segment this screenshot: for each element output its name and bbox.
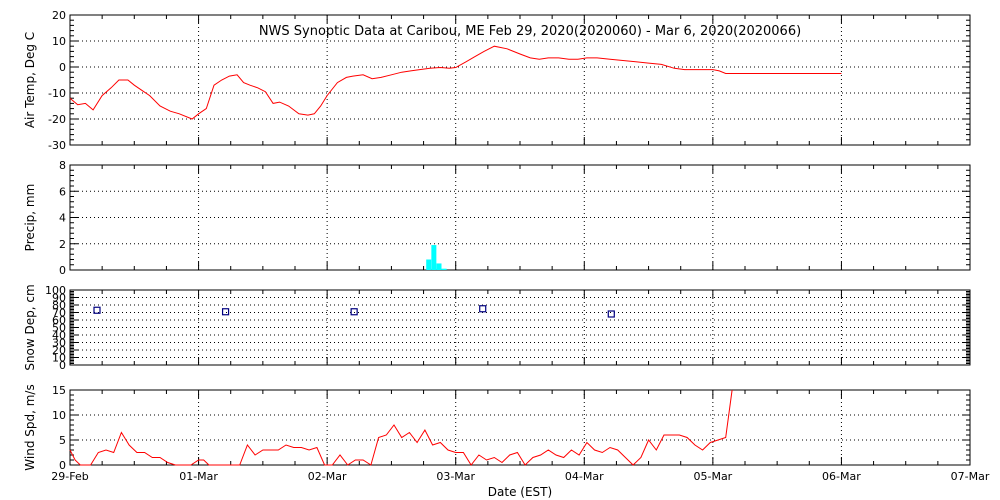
snow-depth-ytick-label: 40 [52, 329, 66, 342]
air-temp-ytick-label: -10 [48, 87, 66, 100]
air-temp-ytick-label: 0 [59, 61, 66, 74]
x-tick-label: 29-Feb [51, 470, 88, 483]
air-temp-ytick-label: 20 [52, 9, 66, 22]
precip-ytick-label: 2 [59, 238, 66, 251]
precip-bar [441, 268, 447, 270]
snow-depth-point [221, 308, 230, 316]
precip-bar [431, 245, 437, 270]
wind-speed-ytick-label: 0 [59, 459, 66, 472]
snow-depth-ytick-label: 90 [52, 292, 66, 305]
snow-depth-point [93, 306, 101, 314]
snow-depth-ytick-label: 100 [45, 284, 66, 297]
snow-depth-ytick-label: 70 [52, 307, 66, 320]
wind-speed-ytick-label: 5 [59, 434, 66, 447]
snow-depth-point [607, 310, 615, 318]
wind-speed-series-line [69, 389, 733, 466]
snow-depth-ytick-label: 10 [52, 352, 66, 365]
wind-speed-panel: 0 5 10 15 Wind Spd, m/s 29-Feb 01-Mar 02-Mar 03-… [23, 384, 990, 483]
x-tick-label: 07-Mar [951, 470, 990, 483]
snow-depth-point [350, 308, 358, 316]
wind-speed-ytick-label: 15 [52, 384, 66, 397]
snow-depth-ytick-label: 60 [52, 314, 66, 327]
x-axis-label: Date (EST) [488, 485, 552, 499]
x-tick-label: 02-Mar [308, 470, 347, 483]
x-tick-label: 04-Mar [565, 470, 604, 483]
air-temp-ytick-label: -20 [48, 113, 66, 126]
snow-depth-ytick-label: 80 [52, 299, 66, 312]
snow-depth-ylabel: Snow Dep, cm [23, 284, 37, 370]
precip-bar [436, 263, 442, 270]
precip-ytick-label: 0 [59, 264, 66, 277]
chart-title: NWS Synoptic Data at Caribou, ME Feb 29,… [259, 24, 801, 39]
air-temp-ytick-label: -30 [48, 139, 66, 152]
wind-speed-frame [69, 389, 971, 466]
snow-depth-point [479, 305, 487, 313]
precip-ylabel: Precip, mm [23, 184, 37, 252]
air-temp-series-line [69, 45, 842, 120]
air-temp-ytick-label: 10 [52, 35, 66, 48]
snow-depth-ytick-label: 0 [59, 359, 66, 372]
precip-bar [426, 259, 432, 270]
air-temp-panel: -30 -20 -10 0 10 20 Air Temp, Deg C [23, 9, 971, 152]
snow-depth-ytick-label: 20 [52, 344, 66, 357]
x-tick-label: 05-Mar [693, 470, 732, 483]
x-tick-label: 03-Mar [436, 470, 475, 483]
snow-depth-ytick-label: 30 [52, 337, 66, 350]
wind-speed-ytick-label: 10 [52, 409, 66, 422]
snow-depth-ytick-label: 50 [52, 322, 66, 335]
precip-ytick-label: 6 [59, 185, 66, 198]
wind-speed-ylabel: Wind Spd, m/s [23, 384, 37, 470]
precip-ytick-label: 4 [59, 212, 66, 225]
precip-panel: 0 2 4 6 8 Precip, mm [23, 159, 971, 277]
air-temp-ylabel: Air Temp, Deg C [23, 32, 37, 128]
x-tick-label: 01-Mar [179, 470, 218, 483]
x-tick-label: 06-Mar [822, 470, 861, 483]
precip-ytick-label: 8 [59, 159, 66, 172]
